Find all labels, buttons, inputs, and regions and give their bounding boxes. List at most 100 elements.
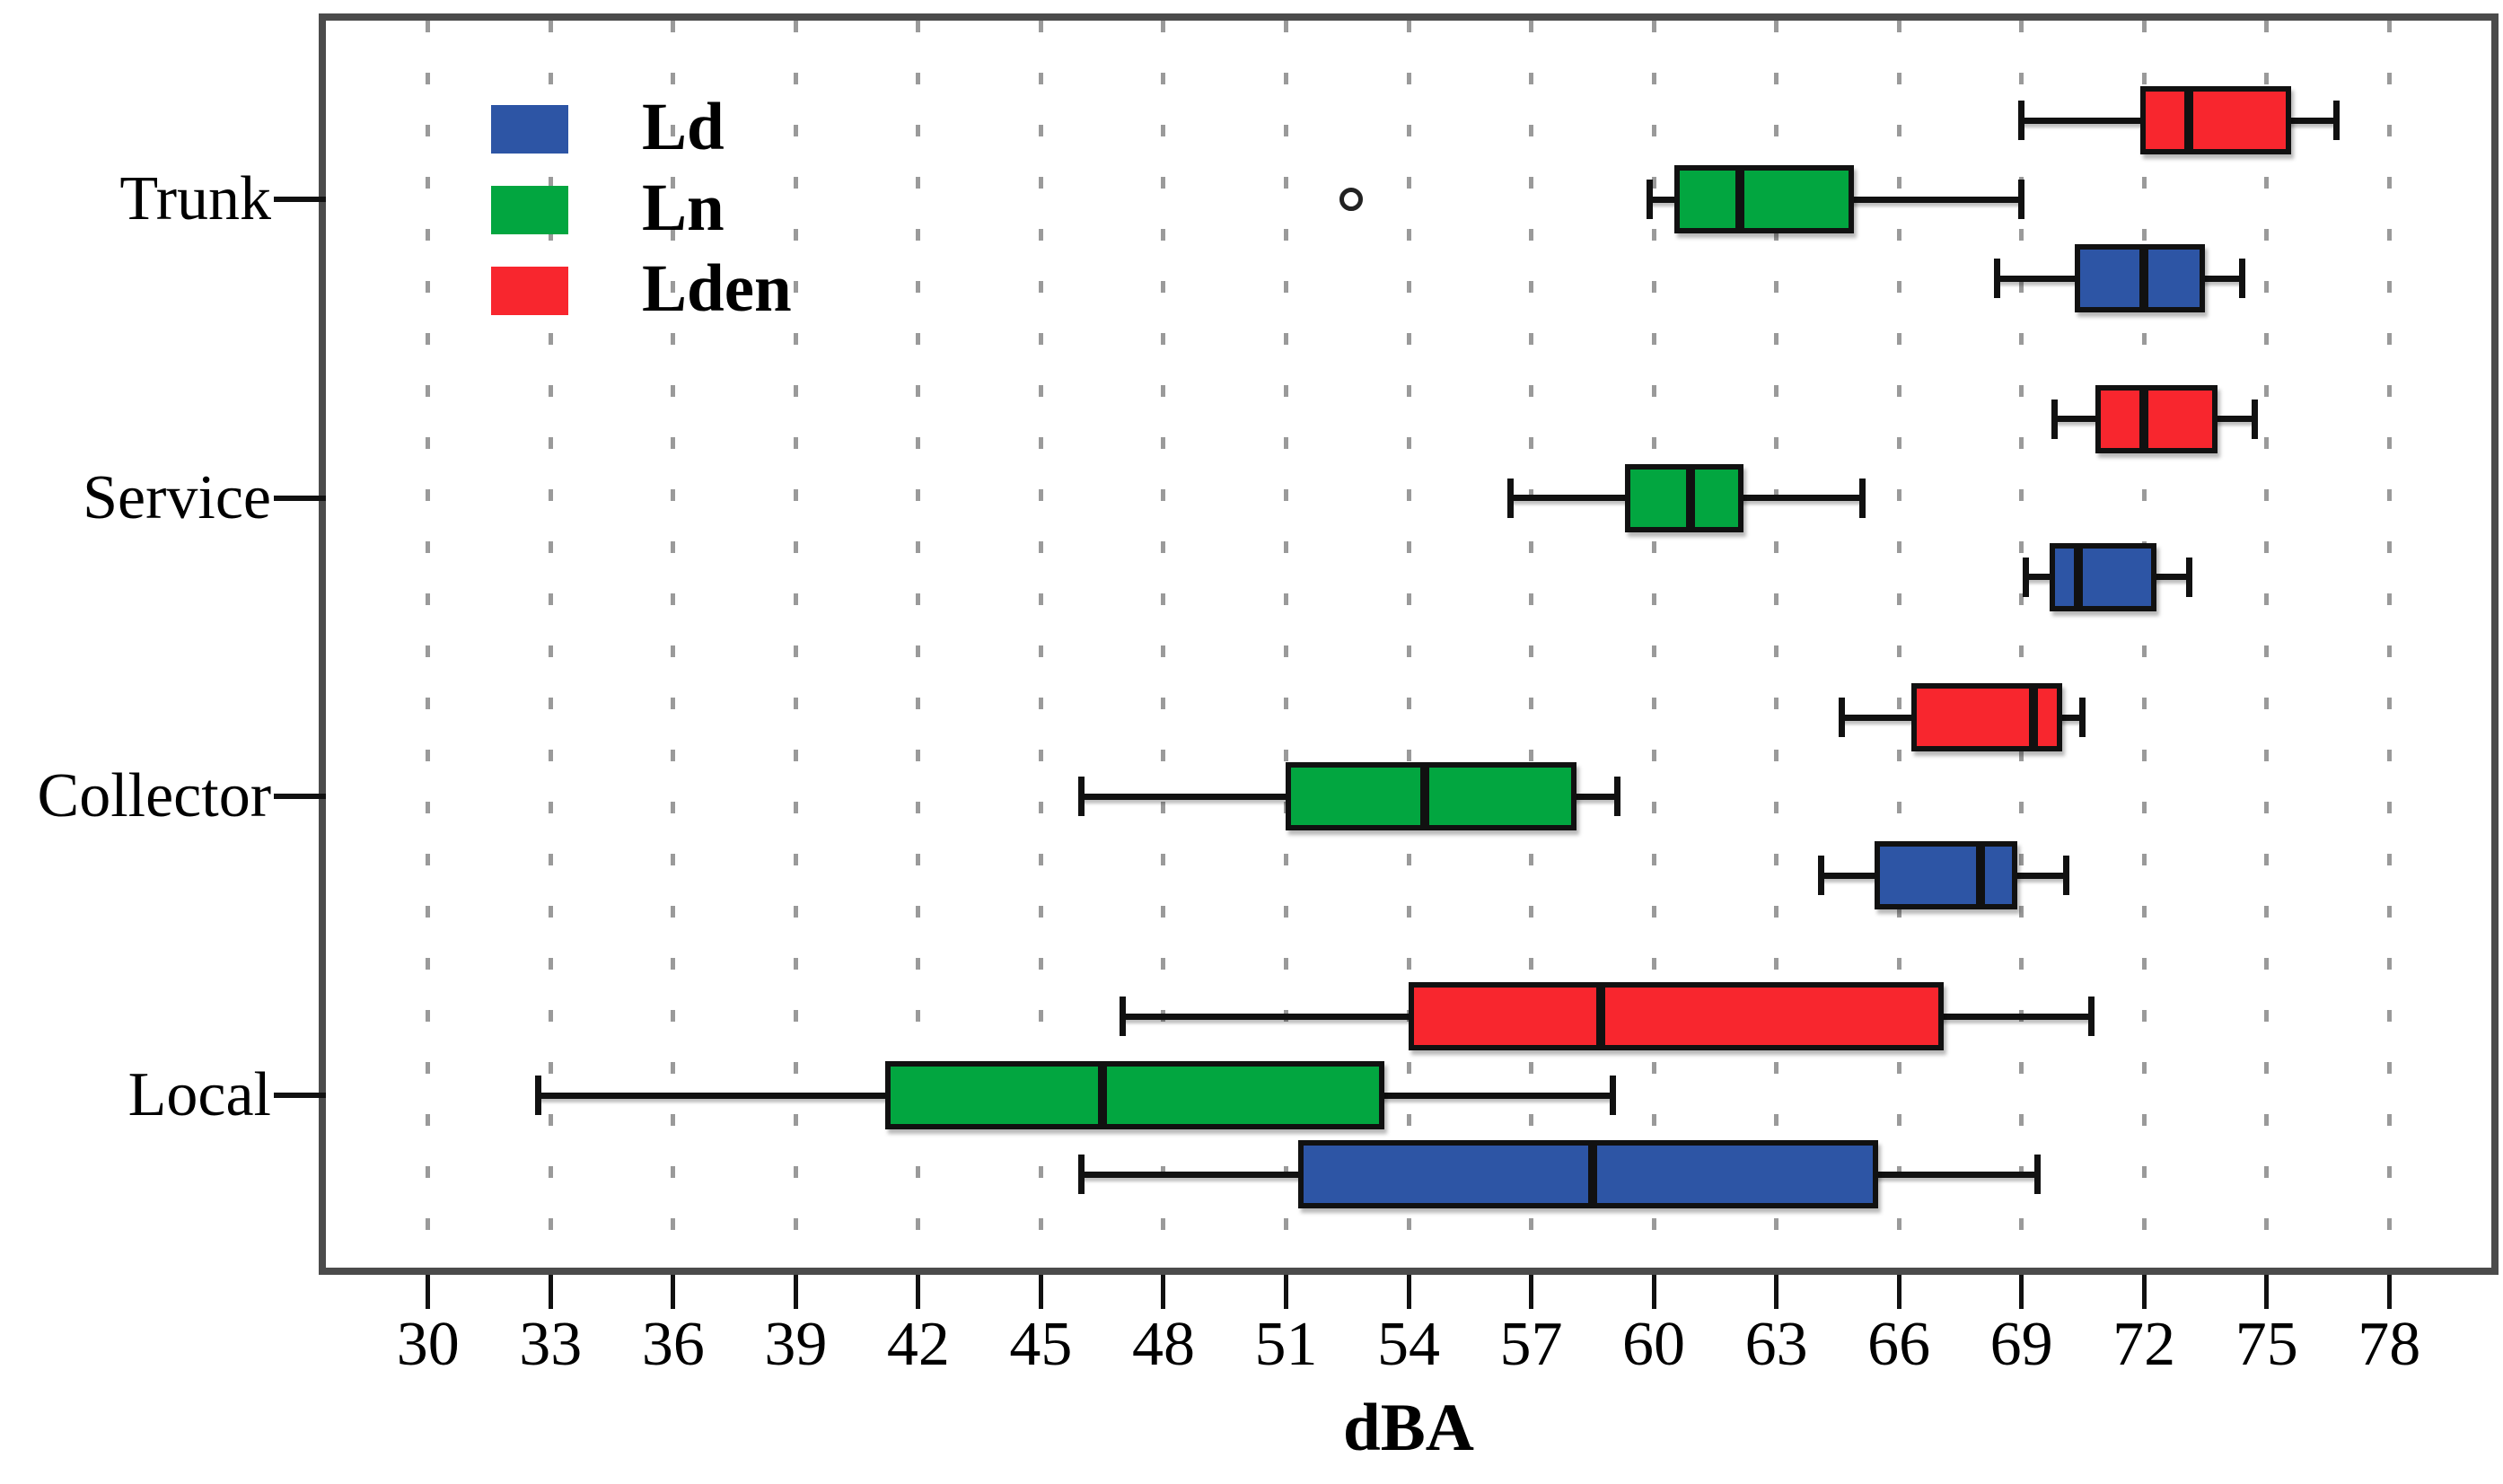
category-tick-collector: [274, 794, 326, 800]
whisker-cap-low-service-lden: [2051, 399, 2058, 439]
category-label-collector: Collector: [37, 761, 271, 831]
x-tick-label-42: 42: [886, 1310, 950, 1379]
x-tick-45: [1038, 1275, 1043, 1309]
x-tick-33: [548, 1275, 553, 1309]
whisker-cap-high-collector-ln: [1613, 777, 1620, 817]
box-trunk-lden: [2139, 86, 2291, 154]
gridline-51: [1283, 21, 1288, 1268]
x-tick-label-51: 51: [1254, 1310, 1318, 1379]
whisker-cap-high-trunk-ld: [2238, 259, 2245, 298]
gridline-54: [1406, 21, 1411, 1268]
gridline-36: [671, 21, 676, 1268]
outlier-trunk-ln-0: [1339, 188, 1364, 211]
x-tick-label-78: 78: [2358, 1310, 2421, 1379]
whisker-cap-high-trunk-ln: [2018, 180, 2025, 219]
x-tick-label-63: 63: [1744, 1310, 1808, 1379]
box-collector-ld: [1874, 841, 2018, 910]
legend-swatch-ln: [491, 186, 568, 234]
median-collector-lden: [2029, 683, 2039, 752]
x-tick-48: [1161, 1275, 1166, 1309]
whisker-cap-low-trunk-lden: [2018, 101, 2025, 140]
gridline-57: [1529, 21, 1534, 1268]
gridline-42: [916, 21, 921, 1268]
whisker-cap-high-trunk-lden: [2332, 101, 2340, 140]
whisker-cap-high-service-lden: [2251, 399, 2258, 439]
whisker-cap-high-service-ld: [2185, 557, 2192, 597]
box-collector-ln: [1286, 762, 1576, 831]
gridline-48: [1161, 21, 1166, 1268]
whisker-cap-low-collector-ln: [1078, 777, 1085, 817]
whisker-cap-high-service-ln: [1858, 478, 1866, 518]
whisker-cap-low-local-lden: [1119, 997, 1126, 1037]
x-tick-label-66: 66: [1867, 1310, 1931, 1379]
x-tick-78: [2386, 1275, 2392, 1309]
x-tick-label-72: 72: [2112, 1310, 2176, 1379]
x-tick-66: [1896, 1275, 1901, 1309]
whisker-cap-low-local-ln: [535, 1076, 542, 1116]
gridline-45: [1038, 21, 1043, 1268]
box-service-ld: [2050, 542, 2156, 611]
x-tick-label-54: 54: [1377, 1310, 1440, 1379]
whisker-cap-high-collector-ld: [2063, 856, 2070, 896]
x-tick-label-48: 48: [1131, 1310, 1195, 1379]
category-label-trunk: Trunk: [119, 164, 271, 233]
x-tick-54: [1406, 1275, 1411, 1309]
x-tick-label-30: 30: [396, 1310, 460, 1379]
whisker-cap-low-trunk-ld: [1993, 259, 2000, 298]
gridline-78: [2386, 21, 2392, 1268]
x-tick-label-36: 36: [641, 1310, 705, 1379]
box-service-ln: [1625, 463, 1744, 532]
median-trunk-lden: [2184, 86, 2194, 154]
gridline-69: [2019, 21, 2024, 1268]
x-tick-label-45: 45: [1009, 1310, 1073, 1379]
x-tick-51: [1283, 1275, 1288, 1309]
median-service-lden: [2139, 384, 2149, 453]
x-axis-title: dBA: [1343, 1391, 1474, 1465]
whisker-cap-high-local-ln: [1610, 1076, 1617, 1116]
x-tick-63: [1774, 1275, 1779, 1309]
x-tick-label-39: 39: [764, 1310, 828, 1379]
box-collector-lden: [1910, 683, 2063, 752]
whisker-cap-low-service-ld: [2022, 557, 2029, 597]
box-local-lden: [1409, 982, 1945, 1051]
x-tick-75: [2264, 1275, 2270, 1309]
whisker-cap-low-collector-lden: [1838, 698, 1845, 738]
whisker-cap-low-service-ln: [1507, 478, 1515, 518]
median-service-ld: [2074, 542, 2084, 611]
x-tick-36: [671, 1275, 676, 1309]
median-trunk-ld: [2139, 244, 2149, 312]
x-tick-72: [2141, 1275, 2147, 1309]
median-collector-ln: [1420, 762, 1430, 831]
whisker-cap-high-local-lden: [2087, 997, 2095, 1037]
category-label-local: Local: [127, 1060, 271, 1130]
x-tick-39: [793, 1275, 798, 1309]
whisker-cap-low-local-ld: [1078, 1155, 1085, 1195]
legend-label-ln: Ln: [642, 171, 725, 245]
legend-label-ld: Ld: [642, 90, 725, 164]
x-tick-42: [916, 1275, 921, 1309]
median-service-ln: [1686, 463, 1695, 532]
median-local-ln: [1097, 1061, 1107, 1130]
plot-area: Ld Ln Lden: [319, 13, 2499, 1275]
x-tick-57: [1529, 1275, 1534, 1309]
gridline-66: [1896, 21, 1901, 1268]
box-trunk-ln: [1673, 165, 1855, 233]
box-local-ln: [885, 1061, 1384, 1130]
gridline-33: [548, 21, 553, 1268]
gridline-63: [1774, 21, 1779, 1268]
box-service-lden: [2095, 384, 2218, 453]
x-tick-label-33: 33: [519, 1310, 583, 1379]
gridline-72: [2141, 21, 2147, 1268]
gridline-75: [2264, 21, 2270, 1268]
x-tick-label-60: 60: [1622, 1310, 1686, 1379]
median-local-ld: [1587, 1140, 1597, 1209]
gridline-60: [1651, 21, 1656, 1268]
x-tick-label-75: 75: [2235, 1310, 2298, 1379]
legend-label-lden: Lden: [642, 251, 792, 326]
category-tick-local: [274, 1093, 326, 1099]
median-collector-ld: [1976, 841, 1986, 910]
median-local-lden: [1595, 982, 1605, 1051]
x-tick-label-57: 57: [1499, 1310, 1563, 1379]
category-label-service: Service: [83, 462, 271, 532]
